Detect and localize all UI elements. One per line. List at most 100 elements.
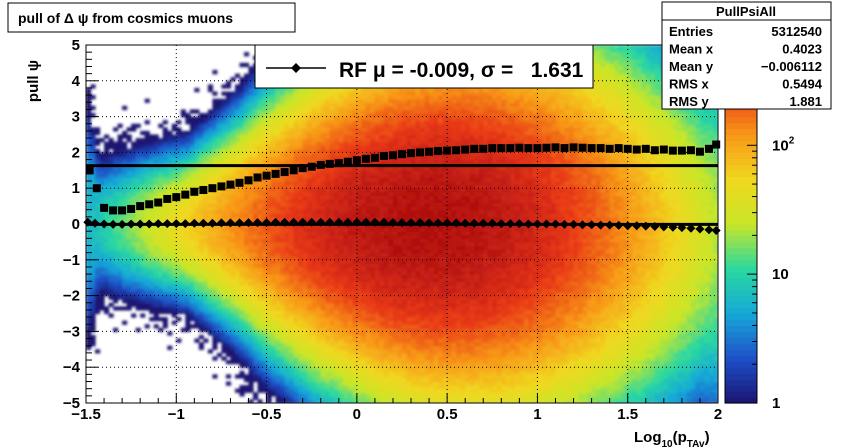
heatmap-cell: [176, 259, 182, 264]
heatmap-cell: [289, 145, 295, 150]
heatmap-cell: [122, 191, 128, 196]
heatmap-cell: [289, 342, 295, 347]
heatmap-cell: [95, 181, 101, 186]
heatmap-cell: [280, 334, 286, 340]
heatmap-cell: [298, 284, 304, 290]
heatmap-cell: [316, 349, 322, 354]
heatmap-cell: [167, 302, 173, 307]
heatmap-cell: [266, 91, 272, 96]
heatmap-cell: [334, 188, 340, 193]
heatmap-cell: [221, 295, 227, 300]
heatmap-cell: [262, 334, 268, 340]
heatmap-cell: [370, 349, 376, 354]
heatmap-cell: [302, 252, 308, 257]
heatmap-cell: [370, 352, 376, 358]
heatmap-cell: [298, 385, 304, 390]
heatmap-cell: [162, 216, 168, 222]
heatmap-cell: [293, 202, 299, 207]
heatmap-cell: [266, 138, 272, 143]
heatmap-cell: [234, 313, 241, 318]
heatmap-cell: [325, 166, 331, 171]
heatmap-cell: [113, 188, 119, 193]
heatmap-cell: [221, 241, 227, 247]
heatmap-cell: [198, 170, 204, 175]
heatmap-cell: [334, 324, 340, 329]
heatmap-cell: [221, 252, 227, 257]
heatmap-cell: [167, 216, 173, 222]
heatmap-cell: [280, 252, 286, 257]
heatmap-cell: [86, 116, 92, 121]
heatmap-cell: [334, 166, 340, 171]
heatmap-cell: [203, 198, 209, 204]
heatmap-cell: [248, 284, 254, 290]
heatmap-cell: [99, 227, 105, 232]
heatmap-cell: [311, 173, 317, 179]
heatmap-cell: [239, 84, 245, 89]
heatmap-cell: [302, 152, 308, 157]
heatmap-cell: [343, 91, 349, 96]
heatmap-cell: [189, 227, 195, 232]
heatmap-cell: [113, 177, 119, 182]
heatmap-cell: [212, 249, 218, 254]
heatmap-cell: [239, 295, 245, 300]
heatmap-cell: [334, 392, 340, 397]
heatmap-cell: [203, 224, 209, 229]
heatmap-cell: [352, 299, 358, 304]
heatmap-cell: [149, 159, 155, 164]
heatmap-cell: [257, 249, 263, 254]
heatmap-cell: [185, 327, 191, 332]
heatmap-cell: [194, 155, 200, 161]
heatmap-cell: [293, 399, 299, 403]
heatmap-cell: [343, 98, 349, 103]
heatmap-cell: [234, 138, 241, 143]
heatmap-cell: [329, 173, 335, 179]
heatmap-cell: [194, 213, 200, 218]
heatmap-cell: [117, 295, 123, 300]
heatmap-cell: [293, 206, 299, 211]
heatmap-cell: [158, 327, 164, 332]
heatmap-cell: [180, 206, 186, 211]
heatmap-cell: [225, 331, 232, 336]
heatmap-cell: [162, 213, 168, 218]
heatmap-cell: [221, 152, 227, 157]
heatmap-cell: [361, 120, 367, 125]
heatmap-cell: [307, 231, 313, 236]
heatmap-cell: [90, 295, 96, 300]
heatmap-cell: [338, 392, 344, 397]
heatmap-cell: [298, 245, 304, 250]
heatmap-cell: [338, 352, 344, 358]
heatmap-cell: [153, 313, 159, 318]
heatmap-cell: [361, 360, 367, 365]
heatmap-cell: [230, 277, 236, 282]
heatmap-cell: [230, 338, 236, 343]
heatmap-cell: [307, 145, 313, 150]
heatmap-cell: [347, 134, 353, 139]
heatmap-cell: [203, 252, 209, 257]
heatmap-cell: [86, 195, 92, 200]
heatmap-cell: [262, 105, 268, 111]
heatmap-cell: [347, 331, 353, 336]
heatmap-cell: [293, 367, 299, 372]
heatmap-cell: [320, 227, 326, 232]
heatmap-cell: [216, 98, 223, 103]
heatmap-cell: [104, 238, 110, 243]
heatmap-cell: [352, 342, 358, 347]
heatmap-cell: [162, 252, 168, 257]
heatmap-cell: [167, 138, 173, 143]
heatmap-cell: [370, 195, 376, 200]
heatmap-cell: [244, 91, 250, 96]
heatmap-cell: [108, 166, 114, 171]
heatmap-cell: [104, 266, 110, 272]
heatmap-cell: [271, 385, 277, 390]
heatmap-cell: [126, 213, 132, 218]
heatmap-cell: [262, 206, 268, 211]
heatmap-cell: [298, 331, 304, 336]
heatmap-cell: [316, 367, 322, 372]
heatmap-cell: [257, 127, 263, 132]
heatmap-cell: [302, 87, 308, 93]
heatmap-cell: [262, 352, 268, 358]
heatmap-cell: [95, 206, 101, 211]
heatmap-cell: [311, 138, 317, 143]
heatmap-cell: [104, 234, 110, 239]
heatmap-cell: [347, 345, 353, 350]
